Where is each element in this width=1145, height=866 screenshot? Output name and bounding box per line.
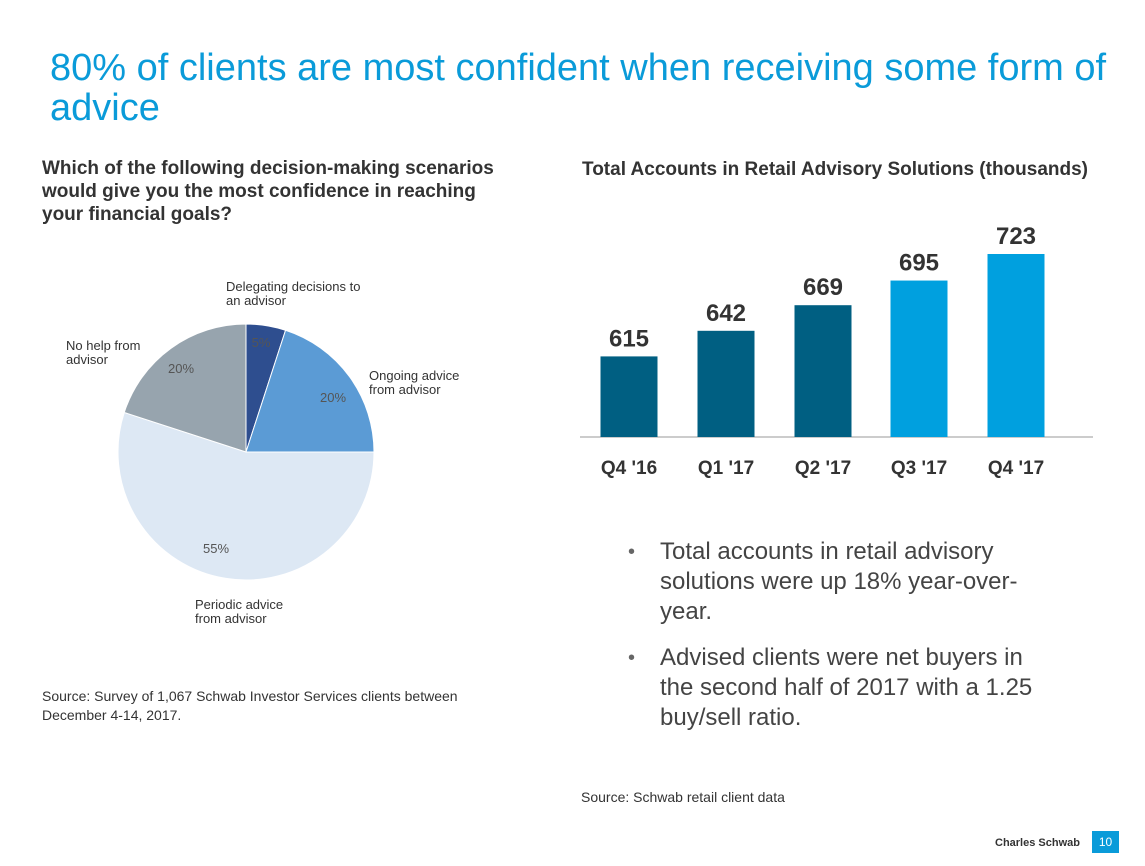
bar [697, 330, 755, 437]
bar-value-label: 723 [996, 223, 1036, 250]
x-tick-label: Q4 '16 [601, 458, 657, 479]
page-number: 10 [1092, 831, 1119, 853]
bar-value-label: 642 [706, 300, 746, 327]
pie-slice-label: Periodic advice from advisor [195, 597, 283, 626]
pie-slice-label: Delegating decisions to an advisor [226, 279, 360, 308]
bullet-list: Total accounts in retail advisory soluti… [620, 537, 1060, 749]
bullet-item: Advised clients were net buyers in the s… [620, 643, 1060, 733]
survey-source: Source: Survey of 1,067 Schwab Investor … [42, 688, 458, 723]
pie-slice-ongoing [245, 329, 375, 453]
pie-pct-label: 5% [252, 335, 271, 350]
bar-value-label: 669 [803, 274, 843, 301]
data-source: Source: Schwab retail client data [581, 789, 785, 805]
pie-pct-label: 20% [320, 390, 346, 405]
bar-value-label: 695 [899, 250, 939, 277]
pie-slice-no-help [123, 323, 247, 453]
bar [890, 280, 948, 437]
bullet-item: Total accounts in retail advisory soluti… [620, 537, 1060, 627]
page-title: 80% of clients are most confident when r… [50, 47, 1107, 129]
bar [794, 305, 852, 437]
survey-question: Which of the following decision-making s… [42, 158, 494, 225]
x-tick-label: Q3 '17 [891, 458, 947, 479]
bar-value-label: 615 [609, 325, 649, 352]
brand-name: Charles Schwab [995, 837, 1080, 849]
pie-slice-label: Ongoing advice from advisor [369, 368, 459, 397]
x-tick-label: Q2 '17 [795, 458, 851, 479]
bar-chart-title: Total Accounts in Retail Advisory Soluti… [582, 159, 1088, 180]
pie-pct-label: 55% [203, 541, 229, 556]
bar [600, 356, 658, 437]
bar [987, 254, 1045, 437]
pie-slice-periodic [117, 411, 375, 581]
x-tick-label: Q1 '17 [698, 458, 754, 479]
pie-slice-label: No help from advisor [66, 338, 140, 367]
x-tick-label: Q4 '17 [988, 458, 1044, 479]
pie-pct-label: 20% [168, 361, 194, 376]
